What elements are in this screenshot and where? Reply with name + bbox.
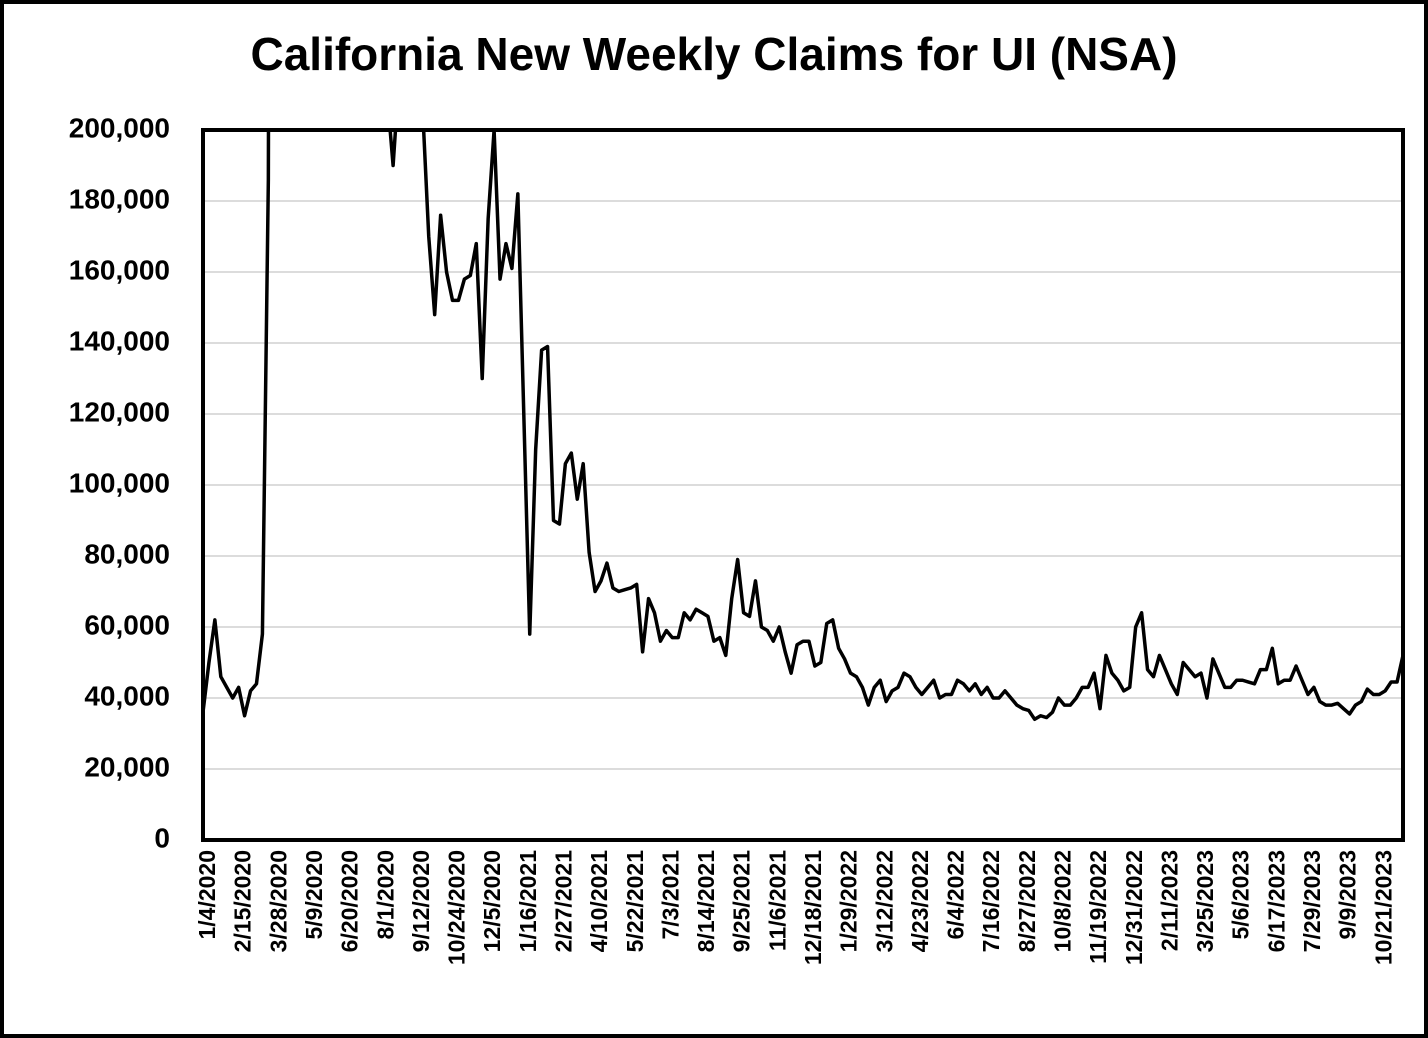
x-tick-label: 9/25/2021	[729, 850, 755, 953]
y-tick-label: 120,000	[69, 396, 170, 427]
x-tick-label: 5/9/2020	[301, 850, 327, 940]
y-tick-label: 180,000	[69, 183, 170, 214]
x-tick-label: 12/31/2022	[1121, 850, 1147, 965]
x-tick-label: 10/21/2023	[1370, 850, 1396, 965]
x-tick-label: 2/27/2021	[551, 850, 577, 953]
x-tick-label: 1/16/2021	[515, 850, 541, 953]
x-tick-label: 3/28/2020	[265, 850, 291, 952]
y-tick-label: 160,000	[69, 254, 170, 285]
x-tick-label: 8/14/2021	[693, 850, 719, 953]
x-tick-label: 6/20/2020	[337, 850, 363, 952]
x-tick-label: 10/8/2022	[1050, 850, 1076, 952]
x-tick-label: 1/4/2020	[194, 850, 220, 940]
x-tick-label: 1/29/2022	[836, 850, 862, 952]
x-tick-label: 9/12/2020	[408, 850, 434, 952]
plot-border	[201, 128, 1405, 842]
y-tick-label: 140,000	[69, 325, 170, 356]
y-tick-label: 80,000	[84, 538, 170, 569]
x-tick-label: 3/25/2023	[1192, 850, 1218, 952]
x-tick-label: 4/23/2022	[907, 850, 933, 952]
y-tick-label: 200,000	[69, 112, 170, 143]
y-tick-label: 40,000	[84, 680, 170, 711]
x-tick-label: 8/27/2022	[1014, 850, 1040, 952]
x-tick-label: 12/18/2021	[800, 850, 826, 965]
chart-title: California New Weekly Claims for UI (NSA…	[250, 28, 1177, 80]
x-tick-label: 2/15/2020	[230, 850, 256, 952]
y-tick-label: 0	[154, 822, 170, 853]
x-tick-label: 10/24/2020	[444, 850, 470, 965]
x-tick-label: 7/29/2023	[1299, 850, 1325, 952]
x-tick-label: 6/17/2023	[1263, 850, 1289, 952]
x-tick-label: 7/3/2021	[657, 850, 683, 940]
y-tick-label: 20,000	[84, 751, 170, 782]
x-tick-label: 6/4/2022	[943, 850, 969, 940]
data-line	[203, 130, 1403, 722]
x-tick-label: 2/11/2023	[1156, 850, 1182, 951]
x-tick-label: 8/1/2020	[372, 850, 398, 940]
x-tick-label: 11/19/2022	[1085, 850, 1111, 964]
axis-labels: 0 20,000 40,000 60,000 80,000 100,000 120,000 1…	[69, 112, 1397, 965]
x-tick-label: 11/6/2021	[764, 850, 790, 951]
plot-area	[203, 130, 1403, 722]
x-tick-label: 5/6/2023	[1228, 850, 1254, 940]
x-tick-label: 3/12/2022	[871, 850, 897, 952]
y-tick-label: 60,000	[84, 609, 170, 640]
x-tick-label: 5/22/2021	[622, 850, 648, 953]
x-tick-label: 12/5/2020	[479, 850, 505, 952]
x-tick-label: 4/10/2021	[586, 850, 612, 953]
x-tick-label: 7/16/2022	[978, 850, 1004, 952]
x-tick-label: 9/9/2023	[1335, 850, 1361, 940]
y-tick-label: 100,000	[69, 467, 170, 498]
